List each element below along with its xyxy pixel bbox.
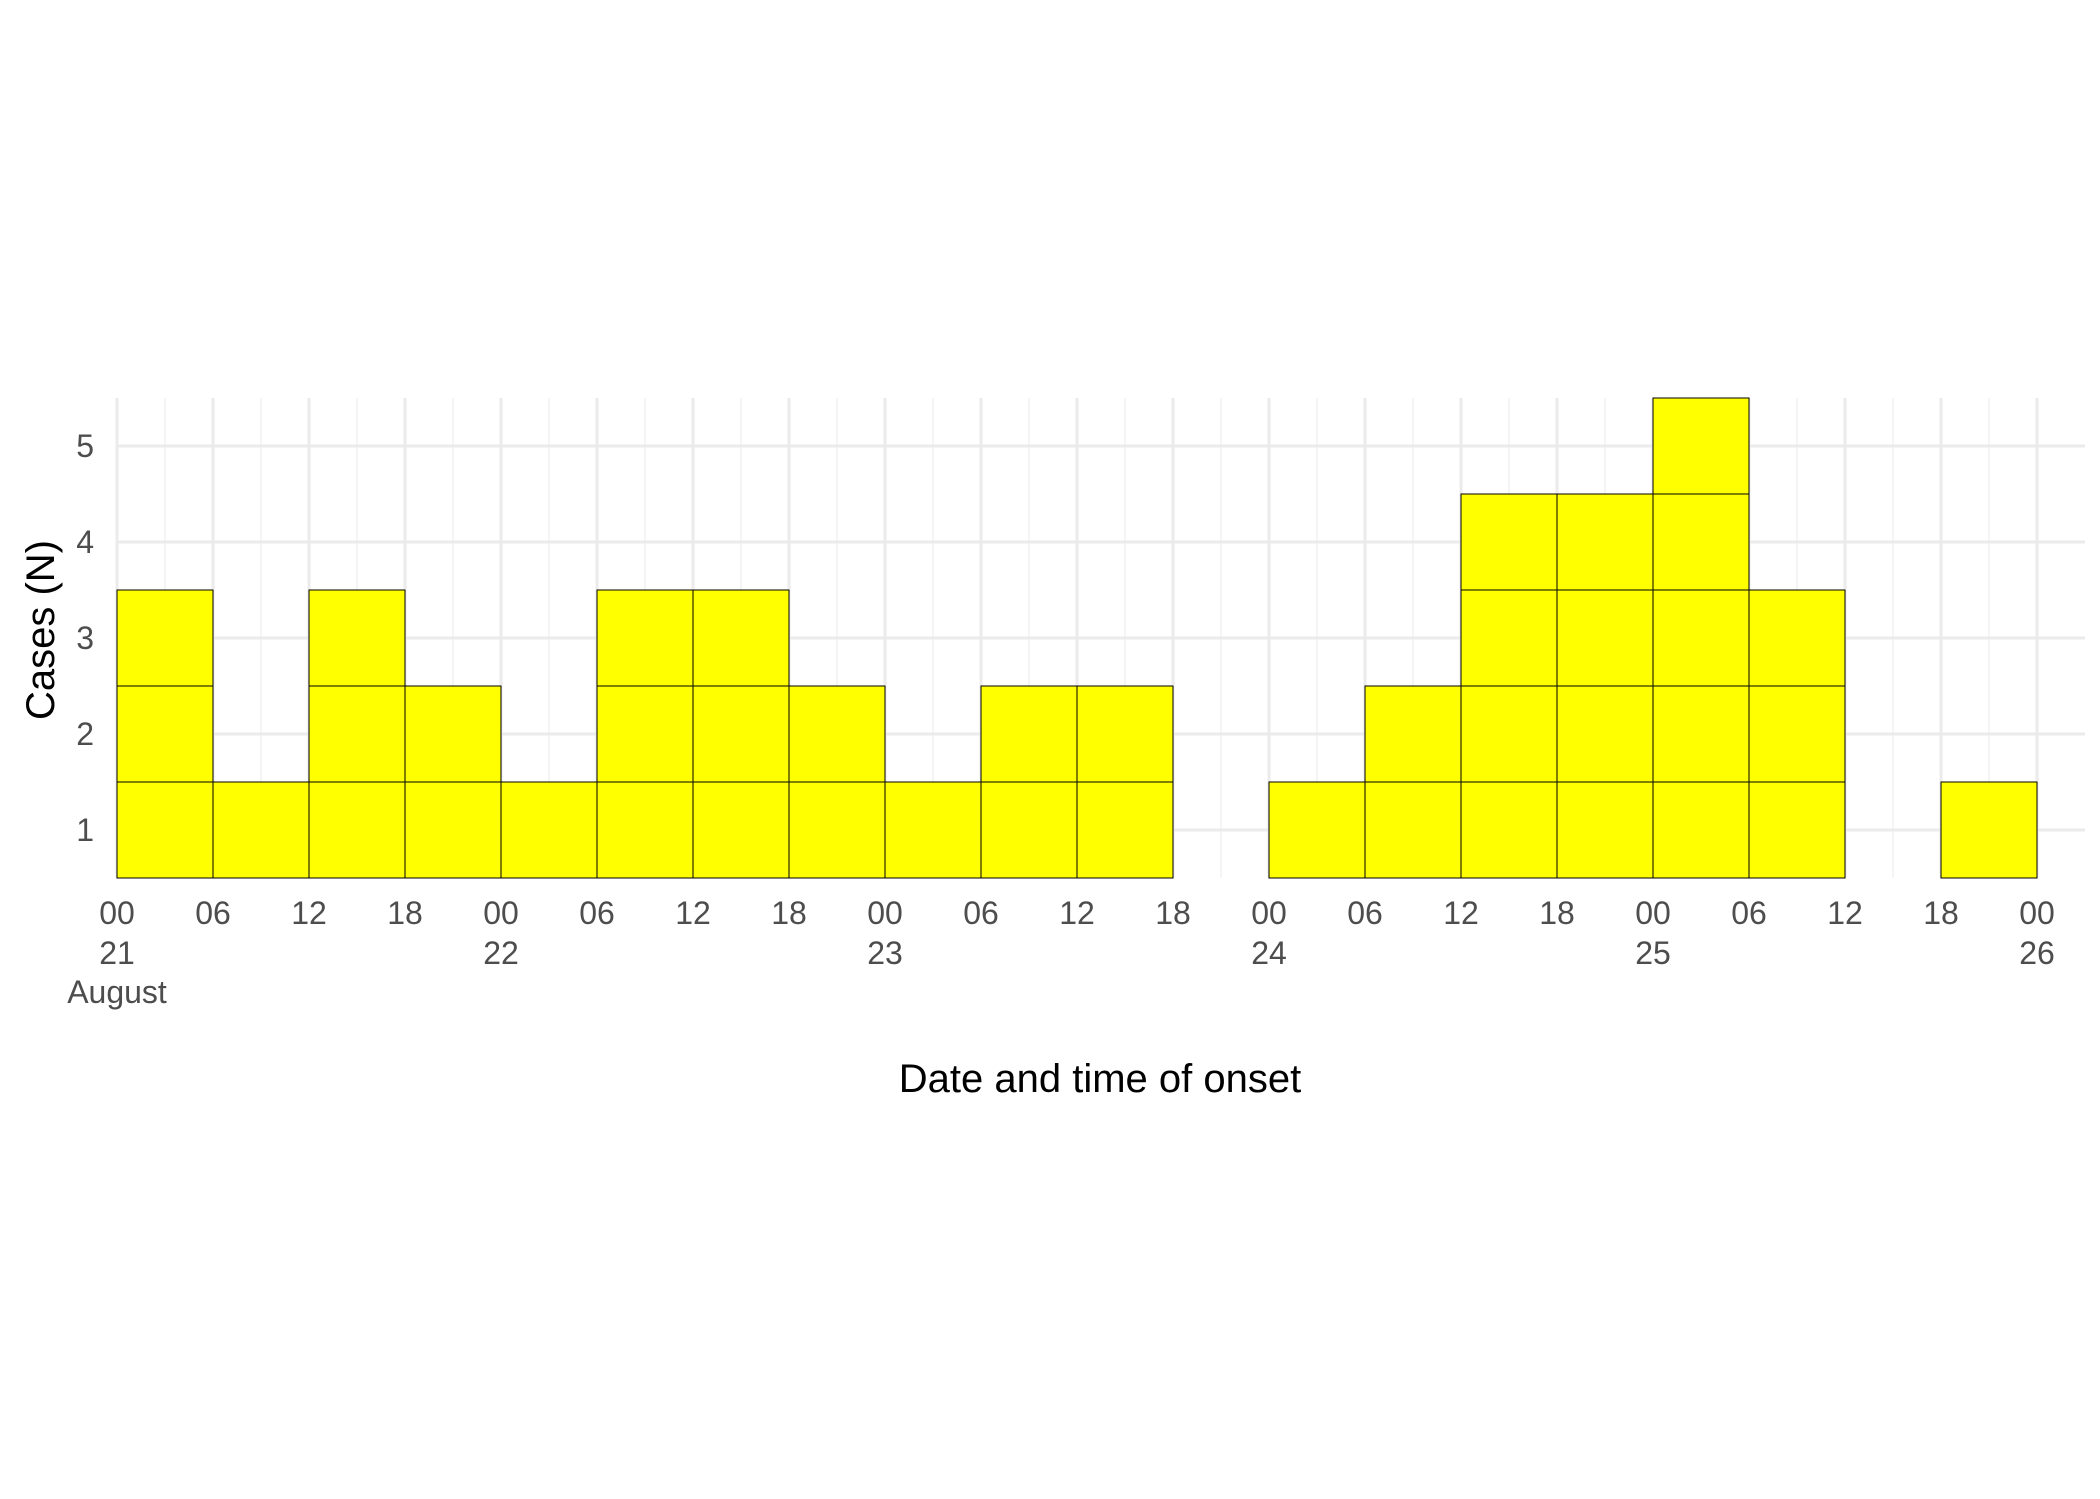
bar-case-block bbox=[1268, 781, 1366, 879]
bar-case-block bbox=[1652, 493, 1750, 591]
bar-case-block bbox=[1556, 685, 1654, 783]
bar-case-block bbox=[1652, 397, 1750, 495]
bar-case-block bbox=[788, 685, 886, 783]
x-tick-hour-label: 00 bbox=[867, 895, 903, 931]
x-tick-hour-label: 12 bbox=[1827, 895, 1863, 931]
bar-case-block bbox=[212, 781, 310, 879]
x-tick-day-label: 22 bbox=[483, 935, 519, 971]
bar-case-block bbox=[1652, 589, 1750, 687]
bar-case-block bbox=[1748, 589, 1846, 687]
bar-case-block bbox=[1748, 781, 1846, 879]
x-tick-hour-label: 18 bbox=[771, 895, 807, 931]
bar-case-block bbox=[1364, 781, 1462, 879]
bar-case-block bbox=[1076, 781, 1174, 879]
bar-case-block bbox=[116, 589, 214, 687]
bar-case-block bbox=[692, 589, 790, 687]
bar-case-block bbox=[1460, 781, 1558, 879]
bar-case-block bbox=[116, 685, 214, 783]
x-tick-hour-label: 06 bbox=[579, 895, 615, 931]
bar-case-block bbox=[404, 685, 502, 783]
x-tick-hour-label: 00 bbox=[483, 895, 519, 931]
y-tick-label: 2 bbox=[76, 716, 94, 752]
x-tick-hour-label: 00 bbox=[99, 895, 135, 931]
bars bbox=[116, 397, 2038, 879]
x-tick-hour-label: 00 bbox=[1251, 895, 1287, 931]
x-tick-hour-label: 06 bbox=[195, 895, 231, 931]
bar-case-block bbox=[692, 781, 790, 879]
x-tick-hour-label: 00 bbox=[1635, 895, 1671, 931]
x-tick-hour-label: 12 bbox=[291, 895, 327, 931]
bar-case-block bbox=[1556, 589, 1654, 687]
bar-case-block bbox=[692, 685, 790, 783]
y-tick-label: 5 bbox=[76, 428, 94, 464]
bar-case-block bbox=[1460, 685, 1558, 783]
bar-case-block bbox=[596, 781, 694, 879]
x-tick-day-label: 25 bbox=[1635, 935, 1671, 971]
bar-case-block bbox=[980, 781, 1078, 879]
x-tick-day-label: 23 bbox=[867, 935, 903, 971]
bar-case-block bbox=[1748, 685, 1846, 783]
bar-case-block bbox=[1652, 781, 1750, 879]
bar-case-block bbox=[1076, 685, 1174, 783]
bar-case-block bbox=[1940, 781, 2038, 879]
bar-case-block bbox=[596, 685, 694, 783]
x-tick-hour-label: 06 bbox=[1347, 895, 1383, 931]
bar-case-block bbox=[308, 685, 406, 783]
x-tick-day-label: 24 bbox=[1251, 935, 1287, 971]
bar-case-block bbox=[1556, 493, 1654, 591]
x-tick-hour-label: 06 bbox=[1731, 895, 1767, 931]
y-tick-label: 1 bbox=[76, 812, 94, 848]
x-tick-day-label: 21 bbox=[99, 935, 135, 971]
bar-case-block bbox=[1460, 493, 1558, 591]
bar-case-block bbox=[1556, 781, 1654, 879]
bar-case-block bbox=[500, 781, 598, 879]
y-tick-label: 3 bbox=[76, 620, 94, 656]
bar-case-block bbox=[116, 781, 214, 879]
x-axis-title: Date and time of onset bbox=[899, 1057, 1301, 1101]
x-tick-hour-label: 18 bbox=[1539, 895, 1575, 931]
bar-case-block bbox=[308, 781, 406, 879]
bar-case-block bbox=[308, 589, 406, 687]
x-tick-hour-label: 12 bbox=[1443, 895, 1479, 931]
bar-case-block bbox=[1460, 589, 1558, 687]
bar-case-block bbox=[1652, 685, 1750, 783]
bar-case-block bbox=[980, 685, 1078, 783]
x-tick-hour-label: 12 bbox=[675, 895, 711, 931]
bar-case-block bbox=[404, 781, 502, 879]
x-tick-hour-label: 12 bbox=[1059, 895, 1095, 931]
x-tick-hour-label: 18 bbox=[1155, 895, 1191, 931]
bar-case-block bbox=[1364, 685, 1462, 783]
y-tick-label: 4 bbox=[76, 524, 94, 560]
x-tick-hour-label: 06 bbox=[963, 895, 999, 931]
x-tick-hour-label: 18 bbox=[387, 895, 423, 931]
x-tick-month-label: August bbox=[67, 974, 167, 1010]
y-axis-title: Cases (N) bbox=[19, 540, 63, 720]
bar-case-block bbox=[884, 781, 982, 879]
y-axis-ticks: 1 2 3 4 5 bbox=[76, 428, 94, 848]
bar-case-block bbox=[788, 781, 886, 879]
x-tick-hour-label: 00 bbox=[2019, 895, 2055, 931]
bar-case-block bbox=[596, 589, 694, 687]
x-tick-hour-label: 18 bbox=[1923, 895, 1959, 931]
x-tick-day-label: 26 bbox=[2019, 935, 2055, 971]
